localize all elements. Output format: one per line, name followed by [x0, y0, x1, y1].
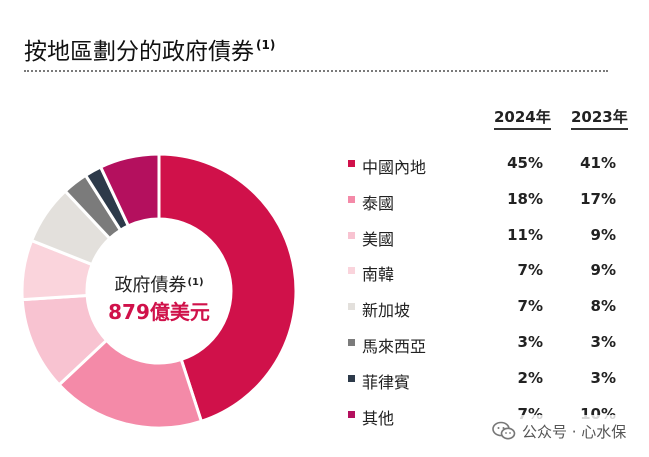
legend-row: 泰國 18% 17% — [0, 188, 649, 213]
donut-center-label: 政府債券(1) — [114, 275, 204, 296]
page-title: 按地區劃分的政府債券 (1) — [24, 38, 276, 65]
column-header-2024: 2024年 — [494, 106, 551, 130]
legend-label: 馬來西亞 — [362, 337, 427, 356]
legend-swatch — [348, 267, 355, 275]
value-2024: 7% — [517, 297, 543, 316]
donut-slice-8 — [98, 152, 161, 228]
legend-swatch — [348, 339, 355, 346]
watermark-text: 公众号 · 心水保 — [522, 423, 627, 441]
legend-label: 泰國 — [362, 193, 395, 213]
value-2023: 41% — [580, 154, 616, 172]
donut-center-value: 879億美元 — [108, 300, 210, 324]
legend-row: 馬來西亞 3% 3% — [0, 331, 649, 356]
legend-swatch — [348, 160, 355, 167]
legend-swatch — [348, 303, 355, 311]
value-2023: 8% — [590, 297, 616, 316]
value-2023: 3% — [590, 368, 616, 387]
value-2023: 9% — [590, 261, 616, 280]
value-2023: 3% — [590, 333, 616, 351]
legend-row: 菲律賓 2% 3% — [0, 367, 649, 392]
legend-label: 美國 — [362, 229, 395, 249]
value-2023: 9% — [590, 225, 616, 244]
center-footnote-marker: (1) — [187, 277, 204, 288]
donut-slice-1 — [157, 152, 298, 424]
legend-label: 南韓 — [362, 265, 395, 285]
title-footnote-marker: (1) — [256, 38, 276, 52]
legend-row: 南韓 7% 9% — [0, 259, 649, 285]
value-2024: 11% — [507, 225, 543, 244]
value-2023: 17% — [580, 189, 616, 208]
legend-label: 菲律賓 — [362, 372, 411, 392]
legend-swatch — [348, 374, 355, 382]
legend-label: 其他 — [362, 408, 395, 428]
value-2024: 18% — [507, 189, 543, 208]
legend-label: 中國內地 — [362, 158, 427, 177]
wechat-icon — [492, 421, 516, 440]
legend-swatch — [348, 195, 355, 203]
column-header-2023: 2023年 — [571, 106, 628, 130]
value-2024: 3% — [517, 333, 543, 351]
legend-row: 中國內地 45% 41% — [0, 152, 649, 177]
legend-swatch — [348, 410, 355, 418]
value-2024: 7% — [517, 261, 543, 280]
watermark: 公众号 · 心水保 — [488, 415, 640, 447]
title-divider — [24, 70, 608, 72]
legend-swatch — [348, 231, 355, 239]
legend-label: 新加坡 — [362, 301, 411, 321]
value-2024: 45% — [507, 154, 543, 172]
legend-row: 新加坡 7% 8% — [0, 295, 649, 321]
legend-row: 美國 11% 9% — [0, 224, 649, 249]
value-2024: 2% — [517, 368, 543, 387]
